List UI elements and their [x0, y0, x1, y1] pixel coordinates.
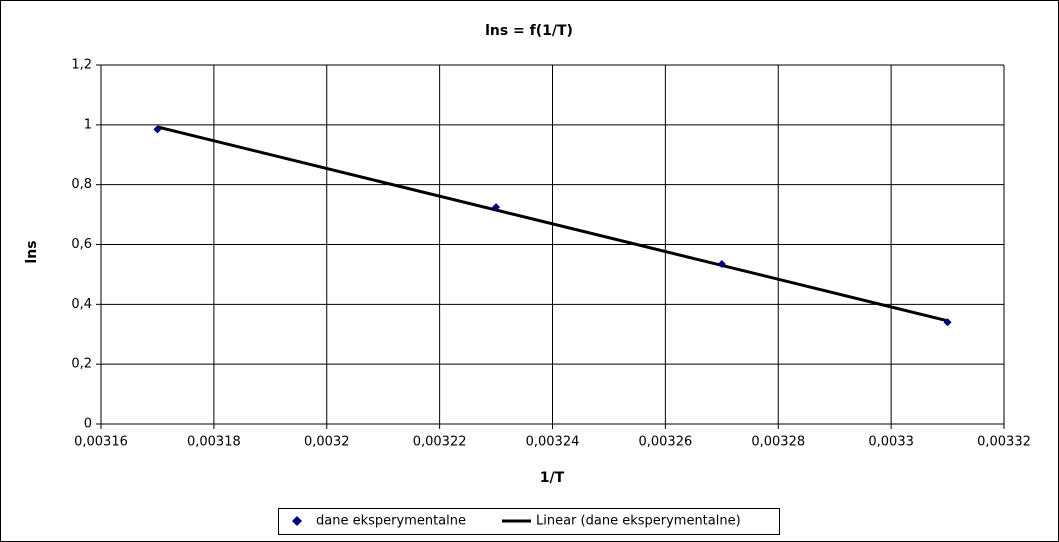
y-axis-label: lns: [24, 240, 40, 263]
y-tick-label: 1: [84, 117, 92, 132]
data-point: [717, 259, 726, 268]
data-point: [153, 125, 162, 134]
data-point: [492, 203, 501, 212]
x-tick-label: 0,00318: [187, 435, 241, 450]
x-tick-label: 0,00332: [977, 435, 1031, 450]
legend-marker: [292, 516, 302, 526]
x-tick-label: 0,0032: [304, 435, 350, 450]
x-tick-label: 0,00326: [638, 435, 692, 450]
x-tick-label: 0,00324: [526, 435, 580, 450]
x-tick-label: 0,00322: [413, 435, 467, 450]
legend-label: Linear (dane eksperymentalne): [536, 514, 741, 529]
x-tick-label: 0,0033: [868, 435, 914, 450]
legend-label: dane eksperymentalne: [316, 514, 466, 529]
y-tick-label: 0,6: [71, 237, 92, 252]
chart-title: lns = f(1/T): [485, 23, 573, 39]
x-tick-label: 0,00328: [751, 435, 805, 450]
x-tick-label: 0,00316: [74, 435, 128, 450]
data-point: [943, 318, 952, 327]
y-tick-label: 1,2: [71, 58, 92, 73]
x-axis-label: 1/T: [540, 470, 565, 486]
trend-line: [157, 125, 948, 323]
y-tick-label: 0,2: [71, 357, 92, 372]
y-tick-label: 0: [84, 417, 92, 432]
y-tick-label: 0,8: [71, 177, 92, 192]
y-tick-label: 0,4: [71, 297, 92, 312]
